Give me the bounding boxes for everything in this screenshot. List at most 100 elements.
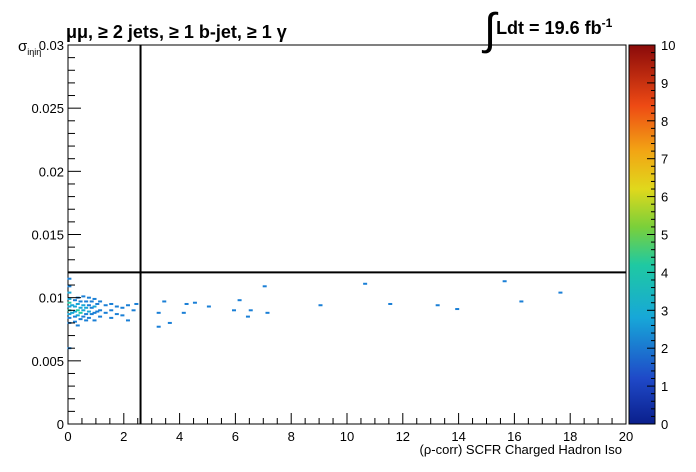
histogram-cell xyxy=(92,297,97,300)
histogram-cell xyxy=(86,310,91,313)
histogram-cell xyxy=(103,304,108,307)
colorbar-tick-label: 5 xyxy=(661,228,668,243)
histogram-cell xyxy=(92,311,97,314)
histogram-cell xyxy=(89,300,94,303)
histogram-cell xyxy=(114,313,119,316)
histogram-cell xyxy=(78,300,83,303)
histogram-cell xyxy=(455,308,460,311)
histogram-cell xyxy=(262,285,267,288)
histogram-cell xyxy=(125,319,130,322)
histogram-cell xyxy=(125,304,130,307)
histogram-cell xyxy=(388,302,393,305)
histogram-cell xyxy=(265,311,270,314)
histogram-cell xyxy=(75,324,80,327)
histogram-cell xyxy=(67,297,72,300)
histogram-cell xyxy=(84,300,89,303)
histogram-cell xyxy=(120,306,125,309)
histogram-cell xyxy=(98,315,103,318)
histogram-cell xyxy=(181,311,186,314)
histogram-cell xyxy=(81,315,86,318)
histogram-cell xyxy=(72,320,77,323)
histogram-cell xyxy=(109,309,114,312)
histogram-cell xyxy=(86,296,91,299)
histogram-cell xyxy=(162,300,167,303)
histogram-cell xyxy=(72,310,77,313)
histogram-cell xyxy=(95,310,100,313)
histogram-cells xyxy=(67,277,563,350)
histogram-cell xyxy=(131,309,136,312)
histogram-cell xyxy=(558,291,563,294)
histogram-cell xyxy=(318,304,323,307)
chart-title: μμ, ≥ 2 jets, ≥ 1 b-jet, ≥ 1 γ xyxy=(66,22,287,42)
histogram-cell xyxy=(86,316,91,319)
y-tick-label: 0.025 xyxy=(31,101,64,116)
histogram-cell xyxy=(86,304,91,307)
histogram-cell xyxy=(184,302,189,305)
histogram-cell xyxy=(98,309,103,312)
histogram-cell xyxy=(156,325,161,328)
histogram-cell xyxy=(519,300,524,303)
colorbar-tick-label: 0 xyxy=(661,417,668,432)
histogram-cell xyxy=(72,315,77,318)
x-tick-label: 18 xyxy=(563,429,577,444)
histogram-cell xyxy=(70,311,75,314)
colorbar-tick-label: 1 xyxy=(661,379,668,394)
histogram-cell xyxy=(75,314,80,317)
histogram-cell xyxy=(502,280,507,283)
histogram-cell xyxy=(92,319,97,322)
colorbar-tick-label: 9 xyxy=(661,76,668,91)
histogram-cell xyxy=(206,305,211,308)
histogram-cell xyxy=(81,309,86,312)
x-tick-label: 8 xyxy=(288,429,295,444)
histogram-cell xyxy=(75,302,80,305)
colorbar-tick-label: 2 xyxy=(661,341,668,356)
histogram-cell xyxy=(167,321,172,324)
y-tick-label: 0.015 xyxy=(31,228,64,243)
x-tick-label: 0 xyxy=(64,429,71,444)
histogram-cell xyxy=(84,319,89,322)
plot-frame xyxy=(67,44,627,425)
x-tick-label: 12 xyxy=(396,429,410,444)
colorbar-tick-label: 4 xyxy=(661,265,668,280)
histogram-cell xyxy=(89,306,94,309)
histogram-cell xyxy=(67,285,72,288)
x-tick-label: 2 xyxy=(120,429,127,444)
colorbar-tick-label: 6 xyxy=(661,190,668,205)
x-axis-title: (ρ-corr) SCFR Charged Hadron Iso xyxy=(419,442,622,457)
histogram-cell xyxy=(192,301,197,304)
x-tick-label: 20 xyxy=(619,429,633,444)
histogram-cell xyxy=(156,311,161,314)
colorbar-tick-label: 3 xyxy=(661,303,668,318)
x-tick-label: 16 xyxy=(507,429,521,444)
histogram-cell xyxy=(72,299,77,302)
histogram-cell xyxy=(103,311,108,314)
histogram-cell xyxy=(114,305,119,308)
histogram-cell xyxy=(248,309,253,312)
colorbar-tick-label: 8 xyxy=(661,114,668,129)
x-tick-label: 14 xyxy=(451,429,465,444)
histogram-cell xyxy=(78,318,83,321)
histogram-cell xyxy=(81,295,86,298)
histogram-cell xyxy=(84,306,89,309)
histogram-cell xyxy=(245,315,250,318)
y-tick-label: 0.005 xyxy=(31,354,64,369)
histogram-cell xyxy=(67,305,72,308)
x-tick-label: 6 xyxy=(232,429,239,444)
histogram-cell xyxy=(237,299,242,302)
histogram-cell xyxy=(78,311,83,314)
histogram-cell xyxy=(363,282,368,285)
histogram-cell xyxy=(232,309,237,312)
histogram-cell xyxy=(67,277,72,280)
histogram-cell xyxy=(67,301,72,304)
histogram-cell xyxy=(109,302,114,305)
histogram-cell xyxy=(72,305,77,308)
y-tick-label: 0.03 xyxy=(39,38,64,53)
histogram-cell xyxy=(92,305,97,308)
histogram-cell xyxy=(67,313,72,316)
histogram-cell xyxy=(89,313,94,316)
histogram-cell xyxy=(67,291,72,294)
y-axis-title: σiηiη xyxy=(18,38,42,57)
histogram-cell xyxy=(98,300,103,303)
histogram-cell xyxy=(109,316,114,319)
